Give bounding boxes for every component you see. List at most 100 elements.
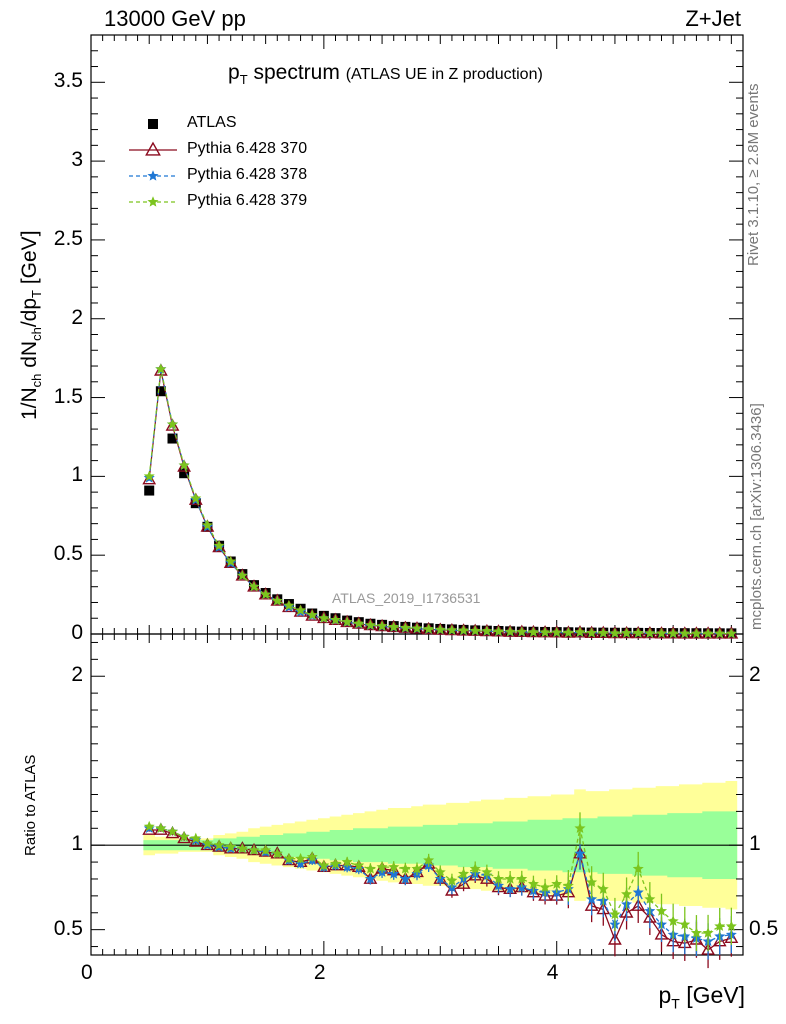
main-series-marker [411, 622, 423, 634]
ratio-y-tick-label-right: 2 [749, 663, 761, 687]
main-series-marker [597, 627, 609, 638]
ratio-series-marker [621, 888, 633, 899]
main-series-marker [527, 626, 539, 637]
main-series-marker [632, 627, 644, 638]
ratio-series-marker [165, 825, 180, 839]
main-series-marker [539, 626, 551, 638]
atlas-data-point [167, 433, 178, 444]
main-series-marker [201, 519, 213, 530]
main-series-marker [165, 418, 180, 431]
ratio-series-marker [388, 861, 400, 872]
ratio-series-marker [213, 839, 225, 850]
main-y-tick-label: 1.5 [53, 384, 83, 408]
main-y-tick-label: 3.5 [53, 69, 83, 93]
ratio-series-marker [725, 920, 737, 931]
ratio-series-marker [481, 866, 493, 877]
ratio-series-marker [632, 886, 644, 898]
main-series-marker [143, 470, 155, 482]
ratio-series-marker [423, 854, 435, 866]
ratio-series-marker [539, 881, 551, 893]
legend-label: Pythia 6.428 370 [187, 140, 308, 157]
ratio-series-marker [399, 863, 411, 874]
main-y-tick-label: 2 [71, 305, 83, 329]
plot-title-p: p [228, 61, 240, 84]
main-series-marker [655, 627, 668, 639]
ratio-series-marker [504, 883, 516, 894]
main-series-marker [166, 418, 179, 430]
main-series-marker [318, 612, 330, 623]
legend-label: Pythia 6.428 378 [187, 166, 308, 183]
ratio-series-marker [306, 851, 318, 862]
main-series-marker [667, 627, 679, 639]
ratio-series-marker [364, 873, 376, 884]
ratio-series-marker [527, 878, 539, 889]
ratio-series-marker [341, 856, 353, 867]
main-series-marker [679, 627, 691, 639]
main-series-marker [609, 627, 621, 638]
atlas-data-point [155, 386, 166, 397]
main-series-marker [271, 595, 283, 606]
main-series-marker [399, 622, 411, 633]
ratio-series-marker [178, 830, 190, 842]
atlas-data-point [144, 485, 155, 496]
ratio-series-marker [714, 920, 726, 931]
ratio-series-marker [469, 863, 481, 874]
main-series-marker [177, 459, 191, 472]
main-series-marker [388, 621, 400, 632]
ratio-series-marker [260, 844, 272, 855]
ratio-series-marker [609, 908, 621, 920]
main-series-marker [481, 625, 493, 636]
ratio-series-marker [271, 847, 283, 859]
main-series-marker [225, 555, 237, 567]
main-series-marker [469, 625, 481, 636]
ratio-series-marker [458, 868, 470, 879]
ratio-series-marker [236, 842, 248, 854]
main-series-marker [353, 617, 365, 629]
plot-title-rest: spectrum [247, 61, 340, 84]
main-series-marker [423, 623, 435, 634]
main-series-marker [690, 627, 702, 639]
ratio-series-marker [679, 918, 691, 930]
main-series-marker [248, 580, 260, 592]
main-series-marker [586, 627, 598, 638]
main-series-marker [458, 624, 470, 636]
main-y-tick-label: 1 [71, 463, 83, 487]
main-series-marker [446, 624, 458, 635]
ratio-series-marker [644, 893, 656, 904]
ratio-series-marker [631, 898, 646, 911]
main-series-marker [155, 363, 167, 374]
ratio-y-tick-label-right: 1 [749, 832, 761, 856]
ratio-series-marker [283, 852, 295, 864]
ratio-y-tick-label-left: 2 [71, 663, 83, 687]
ratio-series-marker [295, 858, 307, 869]
main-y-tick-label: 0.5 [53, 542, 83, 566]
ratio-series-marker [318, 859, 330, 871]
ratio-series-marker [399, 873, 411, 884]
legend-marker [145, 141, 161, 156]
ratio-series-marker [364, 863, 376, 874]
x-axis-label-unit: [GeV] [686, 982, 745, 1008]
ratio-series-marker [376, 861, 388, 872]
main-series-marker [283, 599, 295, 611]
ratio-series-marker [690, 927, 702, 938]
x-axis-label-p: p [658, 982, 672, 1008]
legend-marker [147, 170, 159, 181]
ratio-series-marker [201, 837, 213, 849]
main-series-marker [364, 619, 376, 630]
main-series-marker [714, 627, 726, 639]
ratio-y-tick-label-left: 1 [71, 832, 83, 856]
legend-label: Pythia 6.428 379 [187, 192, 308, 209]
ratio-series-line [149, 825, 732, 934]
ratio-series-marker [667, 915, 679, 926]
main-series-marker [178, 459, 190, 471]
main-series-marker [644, 627, 656, 638]
ratio-series-marker [190, 832, 202, 844]
legend-marker [148, 119, 158, 129]
main-series-marker [702, 627, 714, 639]
main-series-marker [551, 626, 563, 638]
main-series-marker [329, 614, 342, 625]
ratio-series-marker [248, 844, 260, 855]
main-y-tick-label: 3 [71, 148, 83, 172]
main-y-axis-label: 1/Nch dNch/dpT [GeV] [18, 230, 45, 420]
ratio-y-axis-label: Ratio to ATLAS [22, 754, 39, 856]
